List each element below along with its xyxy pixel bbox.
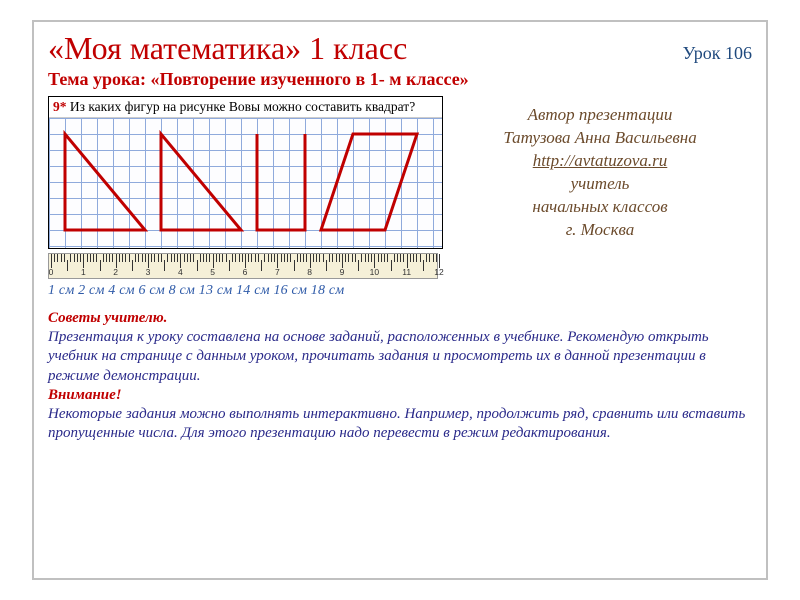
lesson-number: Урок 106	[683, 43, 752, 64]
advice-paragraph-2: Некоторые задания можно выполнять интера…	[48, 405, 752, 443]
question-text: 9* Из каких фигур на рисунке Вовы можно …	[49, 97, 442, 118]
author-block: Автор презентации Татузова Анна Васильев…	[448, 96, 752, 299]
author-line-3: учитель	[448, 173, 752, 196]
shape-triangle-2	[161, 134, 241, 230]
shape-triangle-1	[65, 134, 145, 230]
author-url[interactable]: http://avtatuzova.ru	[533, 151, 668, 170]
author-line-1: Автор презентации	[448, 104, 752, 127]
author-line-2: Татузова Анна Васильевна	[448, 127, 752, 150]
advice-heading-1: Советы учителю.	[48, 309, 752, 328]
main-title: «Моя математика» 1 класс	[48, 30, 407, 67]
advice-paragraph-1: Презентация к уроку составлена на основе…	[48, 328, 752, 386]
shape-u	[257, 134, 305, 230]
advice-heading-2: Внимание!	[48, 386, 752, 405]
shape-parallelogram	[321, 134, 417, 230]
question-box: 9* Из каких фигур на рисунке Вовы можно …	[48, 96, 443, 249]
grid-area	[49, 118, 442, 248]
question-number: 9*	[53, 99, 67, 114]
ruler: 0123456789101112	[48, 253, 438, 279]
author-line-5: г. Москва	[448, 219, 752, 242]
lesson-topic: Тема урока: «Повторение изученного в 1- …	[48, 69, 752, 90]
slide-frame: «Моя математика» 1 класс Урок 106 Тема у…	[32, 20, 768, 580]
shapes-svg	[49, 118, 442, 248]
header-row: «Моя математика» 1 класс Урок 106	[48, 30, 752, 67]
left-column: 9* Из каких фигур на рисунке Вовы можно …	[48, 96, 448, 299]
cm-labels: 1 см 2 см 4 см 6 см 8 см 13 см 14 см 16 …	[48, 283, 448, 299]
author-line-4: начальных классов	[448, 196, 752, 219]
advice-block: Советы учителю. Презентация к уроку сост…	[48, 309, 752, 443]
question-body: Из каких фигур на рисунке Вовы можно сос…	[67, 99, 416, 114]
middle-row: 9* Из каких фигур на рисунке Вовы можно …	[48, 96, 752, 299]
